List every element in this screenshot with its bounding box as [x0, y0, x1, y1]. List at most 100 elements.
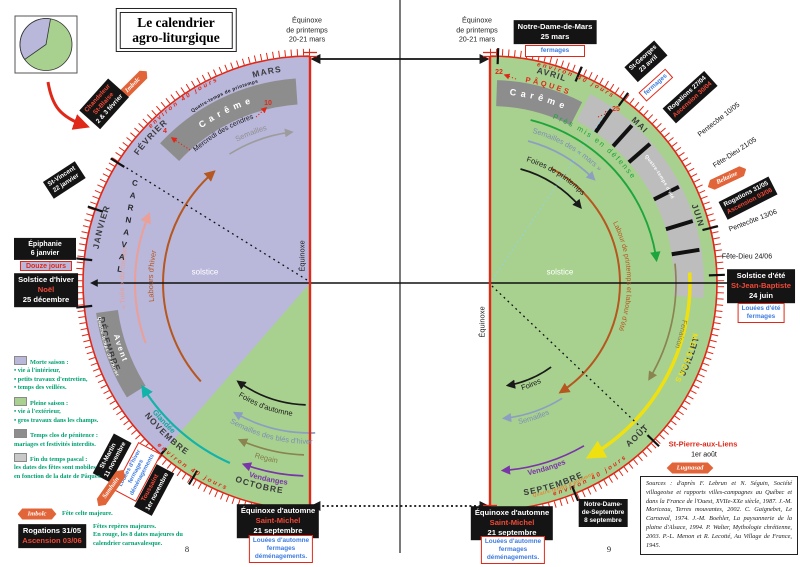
arrow-foires-automne [236, 380, 306, 406]
st-pierre-aux-liens-label: St-Pierre-aux-Liens [668, 439, 738, 449]
premier-aout-label: 1er août [691, 451, 717, 459]
mobile-feast-bar [627, 142, 652, 164]
box-line: de-Septembre [581, 508, 625, 516]
feast-tick [574, 66, 583, 82]
band-temps-pascal [576, 94, 704, 298]
date-25-avril: 25 [612, 106, 620, 113]
box-line: Louées d'automne [484, 538, 542, 545]
fermages-nd-mars: fermages [525, 45, 585, 57]
date-4-fevrier: 4 [163, 128, 167, 135]
legend-penitence-title: Temps clos de pénitence : [14, 429, 134, 440]
box-line: déménagements. [486, 554, 540, 561]
label-line: 20-21 mars [458, 34, 496, 44]
arrow-moissons [585, 272, 692, 459]
legend-text: Morte saison : [30, 359, 69, 366]
box-line: 25 mars [540, 32, 570, 41]
morte-saison-slice [19, 18, 51, 60]
mobile-feast-bar [593, 108, 614, 134]
box-equinox-automne-right: Équinoxe d'automne Saint-Michel 21 septe… [470, 506, 554, 540]
legend-text: • temps des veillées. [14, 384, 67, 392]
label-line: de printemps [456, 25, 498, 35]
arrow-semailles-left [229, 128, 294, 155]
louees-automne-left-box: Louées d'automne fermages déménagements. [248, 535, 314, 563]
louees-ete-box: Louées d'été fermages [737, 303, 785, 323]
pleine-swatch [14, 396, 27, 406]
box-solstice-ete: Solstice d'été St-Jean-Baptiste 24 juin [727, 269, 795, 303]
label-line: 20-21 mars [288, 34, 326, 44]
page-number-left: 8 [184, 544, 190, 554]
page-title: Le calendrier agro-liturgique [115, 7, 237, 53]
box-line: Saint-Michel [255, 516, 301, 526]
box-notre-dame-septembre: Notre-Dame- de-Septembre 8 septembre [578, 499, 628, 527]
arrow-glandee [141, 384, 231, 465]
rogations-key-note: Fêtes repères majeures. En rouge, les 8 … [93, 523, 183, 548]
legend-morte-title: Morte saison : [14, 356, 134, 367]
pascal-swatch [14, 452, 27, 462]
box-notre-dame-mars: Notre-Dame-de-Mars 25 mars [513, 20, 597, 44]
penitence-swatch [14, 429, 27, 439]
svg-text:« Tuée » du cochon: « Tuée » du cochon [119, 247, 129, 310]
mobile-feast-bar [653, 184, 680, 202]
fete-dieu-24-06-label: Fête-Dieu 24/06 [721, 253, 773, 261]
box-line: Ascension 03/06 [22, 536, 82, 545]
legend-text: • vie à l'intérieur, [14, 367, 61, 375]
box-line: Noël [37, 285, 55, 295]
solstice-label-right: solstice [546, 267, 574, 277]
box-line: Louées d'automne [252, 537, 310, 544]
season-legend: Morte saison : • vie à l'intérieur, • pe… [14, 352, 134, 481]
legend-text: les dates des fêtes sont mobiles [14, 464, 96, 472]
left-disc-pleine-saison-wedge [161, 283, 310, 510]
mobile-feast-bar [671, 247, 700, 257]
date-10-mars: 10 [264, 100, 272, 107]
arrow-fenaison [648, 263, 677, 381]
box-line: 6 janvier [30, 250, 60, 257]
legend-text: Temps clos de pénitence : [30, 432, 98, 440]
tuee-cochon-label: « Tuée » du cochon [119, 247, 129, 310]
pie-pointer-arrow [46, 81, 90, 130]
feast-tick [646, 434, 660, 448]
box-line: Notre-Dame- [583, 500, 623, 508]
box-rogations-key: Rogations 31/05 Ascension 03/06 [18, 524, 86, 548]
feast-tick [87, 205, 104, 213]
title-line: Le calendrier [137, 14, 215, 30]
band-careme-right [495, 80, 583, 126]
legend-pascal-title: Fin du temps pascal : [14, 452, 134, 464]
arrow-tuee-cochon [134, 212, 151, 344]
arrow-semailles-mars [527, 140, 596, 181]
imbolc-key-note: Fête celte majeure. [62, 510, 113, 517]
feast-tick [496, 48, 500, 65]
feast-tick [76, 304, 93, 309]
equinoxe-vertical-left: Équinoxe [297, 240, 307, 272]
sources-note: Sources : d'après F. Lebrun et N. Séguin… [640, 476, 798, 555]
legend-text: calendrier carnavalesque. [93, 539, 163, 547]
box-line: Équinoxe d'automne [474, 508, 550, 518]
label-line: Équinoxe [462, 15, 492, 25]
legend-text: • gros travaux dans les champs. [14, 416, 99, 424]
louees-automne-right-box: Louées d'automne fermages déménagements. [480, 536, 546, 564]
legend-text: • petits travaux d'entretien, [14, 375, 88, 383]
box-line: Rogations 31/05 [22, 526, 82, 536]
page-number-right: 9 [606, 544, 612, 554]
solstice-label-left: solstice [191, 267, 219, 277]
box-line: Louées d'été [741, 305, 781, 312]
box-line: 8 septembre [584, 517, 622, 525]
box-line: Saint-Michel [489, 518, 535, 528]
box-line: Épiphanie [28, 240, 62, 248]
equinox-spring-label-left: Équinoxe de printemps 20-21 mars [286, 15, 328, 44]
mobile-date-pointer [255, 106, 268, 118]
feast-tick [188, 470, 199, 486]
arrow-vendanges-right [500, 445, 585, 475]
box-line: Équinoxe d'automne [240, 506, 316, 516]
box-line: fermages [746, 313, 776, 320]
rim-arc [82, 55, 311, 511]
box-line: 21 septembre [487, 527, 537, 537]
box-line: Solstice d'été [736, 271, 786, 281]
equinox-spring-label-right: Équinoxe de printemps 20-21 mars [456, 15, 498, 44]
label-line: de printemps [286, 25, 328, 35]
lugnasad-tag: Lugnasad [666, 462, 714, 474]
legend-text: Fêtes repères majeures. [93, 523, 157, 530]
imbolc-key-tag: Imbolc [17, 508, 57, 520]
morte-swatch [14, 356, 27, 365]
box-equinox-automne-left: Équinoxe d'automne Saint-Michel 21 septe… [236, 504, 320, 538]
